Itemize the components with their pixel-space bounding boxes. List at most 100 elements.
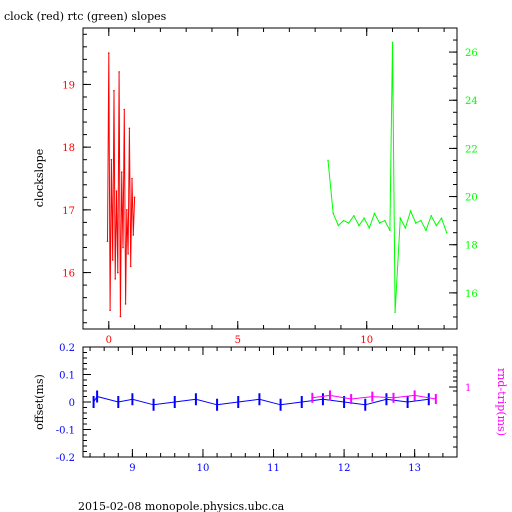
data-point-clock: [122, 246, 124, 249]
data-point-clock: [117, 271, 119, 274]
data-point-rtc: [327, 159, 329, 162]
series-line-clock: [107, 53, 136, 317]
top-x-tick-label: 5: [235, 335, 241, 346]
data-point-offset: [279, 398, 282, 411]
top-chart-title: clock (red) rtc (green) slopes: [4, 10, 167, 23]
bottom-x-tick-label: 11: [267, 463, 280, 474]
data-point-offset: [364, 398, 367, 411]
bottom-x-tick-label: 12: [338, 463, 351, 474]
data-point-clock: [118, 71, 120, 73]
data-point-rtc: [420, 219, 422, 222]
bottom-y-tick-label: -0.2: [56, 453, 75, 464]
data-point-clock: [113, 89, 115, 92]
data-point-rnd-trip: [413, 390, 416, 401]
top-y2-tick-label: 22: [465, 144, 478, 155]
data-point-clock: [106, 240, 109, 243]
bottom-y-axis-label: offset(ms): [33, 374, 46, 430]
data-point-clock: [107, 52, 110, 54]
data-point-rtc: [391, 41, 394, 44]
data-point-clock: [133, 196, 136, 199]
data-point-rtc: [373, 212, 376, 215]
bottom-axes-layer: 9 10 11 12 13 0.2 0.1 0 -0.1 -0.2 1: [56, 343, 472, 474]
data-point-clock: [128, 127, 131, 130]
data-point-offset: [406, 396, 409, 408]
data-point-rtc: [394, 311, 396, 313]
data-point-rtc: [337, 224, 340, 227]
data-point-offset: [216, 398, 219, 411]
data-point-clock: [111, 259, 114, 261]
data-point-rtc: [435, 224, 438, 227]
data-point-offset: [117, 396, 120, 408]
top-y-tick-label: 19: [62, 80, 75, 91]
data-point-clock: [114, 278, 117, 280]
data-point-rtc: [347, 222, 350, 224]
data-point-rtc: [409, 210, 412, 212]
bottom-y-tick-label: -0.1: [56, 426, 75, 437]
data-point-rtc: [404, 227, 407, 229]
data-point-clock: [110, 158, 113, 161]
data-point-offset: [152, 398, 155, 411]
data-point-rnd-trip: [311, 392, 314, 403]
top-y-axis-label: clockslope: [33, 149, 46, 207]
data-point-rtc: [383, 219, 386, 222]
series-line-offset: [93, 395, 429, 406]
bottom-y-tick-label: 0.1: [59, 371, 75, 382]
data-point-clock: [126, 209, 128, 211]
top-y2-tick-label: 16: [465, 289, 478, 300]
series-line-rtc: [327, 42, 448, 313]
top-data-layer: [106, 41, 448, 318]
data-point-offset: [343, 396, 346, 408]
data-point-rtc: [353, 215, 355, 217]
data-point-offset: [237, 396, 240, 408]
bottom-x-tick-label: 10: [197, 463, 210, 474]
top-plot-frame: [82, 27, 458, 330]
data-point-rtc: [399, 217, 402, 220]
data-point-clock: [129, 265, 132, 268]
data-point-clock: [115, 190, 118, 192]
data-point-rtc: [332, 212, 334, 215]
data-point-rtc: [389, 229, 391, 232]
data-point-rtc: [358, 224, 360, 227]
bottom-y2-tick-label: 1: [465, 383, 471, 394]
bottom-y-tick-label: 0.2: [59, 343, 75, 354]
top-x-tick-label: 0: [106, 335, 112, 346]
top-y-tick-label: 18: [62, 143, 75, 154]
data-point-rtc: [425, 229, 427, 232]
data-point-rtc: [363, 217, 365, 220]
data-point-clock: [132, 234, 135, 236]
data-point-offset: [173, 396, 176, 408]
data-point-offset: [194, 393, 197, 406]
data-point-offset: [258, 393, 261, 406]
data-point-offset: [131, 393, 134, 406]
top-y-tick-label: 16: [62, 269, 75, 280]
data-point-offset: [427, 393, 430, 406]
bottom-y-tick-label: 0: [69, 398, 75, 409]
top-y2-tick-label: 20: [465, 193, 478, 204]
top-y2-tick-label: 24: [465, 96, 478, 107]
data-point-rtc: [378, 222, 381, 224]
data-point-rtc: [440, 217, 443, 220]
data-point-rtc: [445, 231, 448, 234]
data-point-rnd-trip: [350, 394, 353, 405]
data-point-offset: [92, 396, 95, 408]
data-point-rnd-trip: [434, 394, 437, 405]
data-point-rnd-trip: [328, 390, 331, 401]
data-point-clock: [119, 315, 122, 318]
data-point-clock: [120, 171, 123, 174]
data-point-offset: [321, 393, 324, 406]
data-point-rtc: [430, 215, 433, 217]
data-point-offset: [385, 393, 388, 406]
data-point-offset: [96, 390, 99, 403]
top-x-tick-label: 10: [360, 335, 373, 346]
data-point-rtc: [368, 227, 371, 229]
bottom-panel: 9 10 11 12 13 0.2 0.1 0 -0.1 -0.2 1 offset(ms) rnd…: [33, 343, 508, 474]
data-point-clock: [131, 177, 133, 180]
bottom-x-tick-label: 9: [129, 463, 135, 474]
top-y2-tick-label: 18: [465, 241, 478, 252]
data-point-rnd-trip: [371, 391, 374, 402]
data-point-clock: [123, 108, 126, 111]
bottom-x-tick-label: 13: [408, 463, 421, 474]
data-point-clock: [127, 252, 129, 255]
bottom-y2-axis-label: rnd-trip(ms): [495, 368, 508, 436]
